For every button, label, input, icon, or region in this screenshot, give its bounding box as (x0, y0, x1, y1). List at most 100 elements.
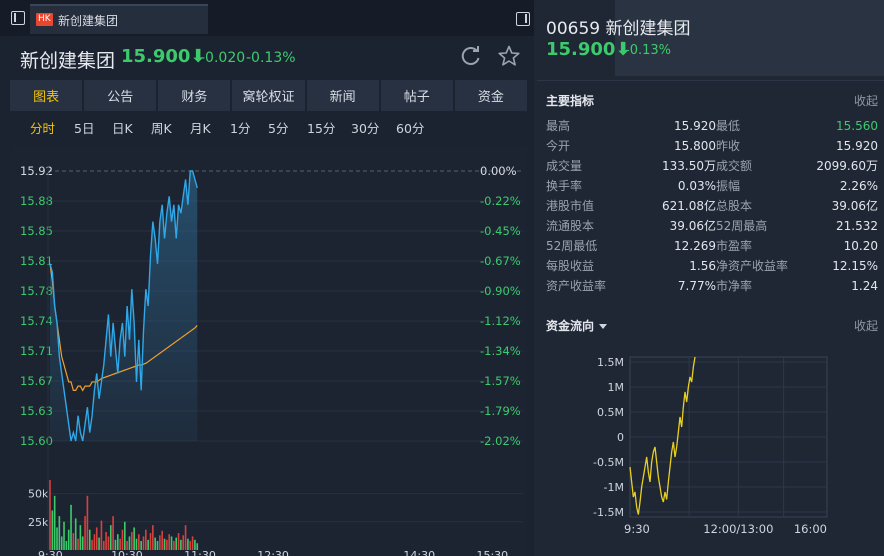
indicator-label: 市盈率 (716, 239, 753, 253)
func-tab-4[interactable]: 新闻 (306, 80, 379, 111)
indicator-label: 今开 (546, 139, 571, 153)
period-tab-1[interactable]: 5日 (74, 121, 95, 136)
y-right-tick: -1.12% (480, 314, 521, 328)
volume-bar (100, 520, 103, 550)
volume-bar (154, 537, 156, 550)
stock-code-name: 00659 新创建集团 (546, 19, 691, 39)
flow-y-tick: -1.5M (593, 506, 624, 519)
x-tick: 14:30 (403, 549, 435, 556)
volume-bar (142, 536, 145, 550)
hk-market-badge: HK (36, 13, 53, 26)
volume-bar (95, 527, 98, 550)
refresh-icon[interactable] (460, 45, 482, 67)
indicator-label: 最高 (546, 119, 571, 133)
favorite-star-icon[interactable] (497, 44, 521, 68)
period-tab-6[interactable]: 5分 (268, 121, 289, 136)
indicator-label: 流通股本 (546, 219, 595, 233)
period-tab-3[interactable]: 周K (151, 121, 172, 136)
indicator-row: 净资产收益率 12.15% (716, 256, 878, 276)
volume-tick: 50k (28, 488, 49, 501)
volume-bar (123, 521, 126, 550)
stock-price: 15.900⬇ (121, 46, 206, 67)
period-tab-4[interactable]: 月K (190, 121, 211, 136)
y-left-tick: 15.71 (20, 344, 53, 358)
indicator-row: 港股市值 621.08亿 (546, 196, 716, 216)
indicator-row: 今开 15.800 (546, 136, 716, 156)
volume-bar (105, 531, 107, 550)
stock-tab[interactable]: HK 新创建集团 (30, 4, 208, 34)
period-tab-5[interactable]: 1分 (230, 121, 251, 136)
period-tab-8[interactable]: 30分 (351, 121, 380, 136)
volume-bar (147, 539, 149, 550)
volume-bar (180, 539, 182, 550)
volume-bar (163, 538, 166, 550)
volume-bar (91, 539, 93, 550)
volume-bar (149, 533, 152, 550)
indicator-label: 52周最低 (546, 239, 598, 253)
indicator-row: 资产收益率 7.77% (546, 276, 716, 296)
func-tab-3[interactable]: 窝轮权证 (232, 80, 305, 111)
divider (537, 80, 884, 81)
func-tab-2[interactable]: 财务 (158, 80, 231, 111)
func-tab-6[interactable]: 资金 (454, 80, 527, 111)
y-left-tick: 15.81 (20, 254, 53, 268)
volume-bar (161, 530, 163, 550)
volume-bar (138, 534, 140, 550)
indicator-row: 每股收益 1.56 (546, 256, 716, 276)
price-area (50, 171, 198, 441)
indicator-value: 12.15% (832, 259, 878, 273)
indicator-row: 成交额 2099.60万 (716, 156, 878, 176)
indicator-row: 最低 15.560 (716, 116, 878, 136)
indicator-value: 39.06亿 (831, 199, 878, 213)
indicator-row: 总股本 39.06亿 (716, 196, 878, 216)
flow-y-tick: 1M (608, 381, 625, 394)
y-right-tick: -2.02% (480, 434, 521, 448)
volume-bar (156, 540, 159, 550)
indicator-row: 市净率 1.24 (716, 276, 878, 296)
period-tab-7[interactable]: 15分 (307, 121, 336, 136)
header-highlight (615, 0, 884, 76)
volume-bar (58, 516, 61, 550)
func-tab-1[interactable]: 公告 (84, 80, 157, 111)
y-right-tick: -0.22% (480, 194, 521, 208)
y-left-tick: 15.67 (20, 374, 53, 388)
toggle-right-panel-icon[interactable] (516, 12, 530, 26)
period-tab-9[interactable]: 60分 (396, 121, 425, 136)
stock-name: 新创建集团 (20, 50, 116, 72)
x-tick: 9:30 (38, 549, 63, 556)
period-tab-0[interactable]: 分时 (30, 121, 56, 136)
indicator-value: 7.77% (677, 279, 716, 293)
func-tab-0[interactable]: 图表 (10, 80, 83, 111)
indicator-value: 0.03% (677, 179, 716, 193)
y-left-tick: 15.63 (20, 404, 53, 418)
volume-bar (131, 531, 133, 550)
volume-bar (107, 536, 110, 550)
indicator-row: 市盈率 10.20 (716, 236, 878, 256)
indicator-value: 15.800 (674, 139, 716, 153)
fund-flow-dropdown[interactable]: 资金流向 (546, 317, 608, 334)
avg-price-line (49, 263, 198, 392)
indicator-value: 15.560 (836, 119, 878, 133)
indicator-row: 成交量 133.50万 (546, 156, 716, 176)
toggle-sidebar-icon[interactable] (11, 11, 25, 25)
func-tab-5[interactable]: 帖子 (380, 80, 453, 111)
indicator-value: 133.50万 (662, 159, 716, 173)
volume-bar (56, 527, 58, 550)
stock-tab-title: 新创建集团 (58, 14, 119, 28)
volume-bar (93, 534, 96, 550)
price-line (49, 170, 198, 442)
intraday-chart[interactable]: 15.92 0.00% 15.88 -0.22% 15.85 -0.45% 15.81 -0.… (10, 146, 527, 556)
chevron-down-icon (599, 324, 608, 329)
indicator-row: 52周最低 12.269 (546, 236, 716, 256)
volume-bar (74, 518, 77, 550)
y-left-tick: 15.88 (20, 194, 53, 208)
volume-bar (119, 538, 121, 550)
collapse-indicators-button[interactable]: 收起 (853, 94, 878, 108)
volume-bar (191, 536, 194, 550)
volume-bar (189, 540, 192, 550)
indicator-value: 15.920 (836, 139, 878, 153)
volume-bar (79, 525, 82, 550)
period-tab-2[interactable]: 日K (112, 121, 133, 136)
collapse-flow-button[interactable]: 收起 (853, 319, 878, 333)
volume-bar (86, 495, 89, 550)
